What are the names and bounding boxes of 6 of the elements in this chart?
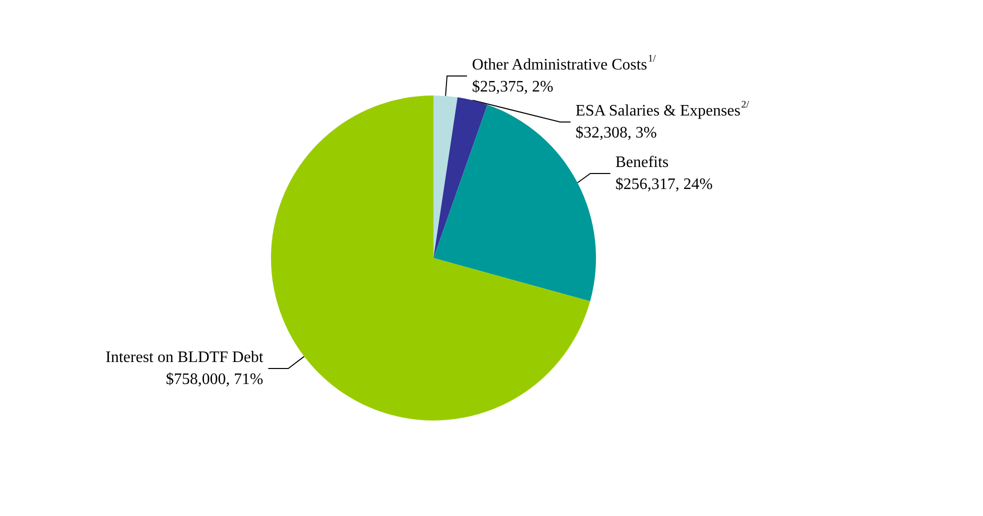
data-label: $25,375, 2% [472, 78, 554, 96]
slice-label: Benefits [615, 154, 669, 171]
data-label: $32,308, 3% [576, 124, 657, 142]
slice-label: Interest on BLDTF Debt [106, 349, 264, 366]
data-label: $256,317, 24% [615, 176, 713, 193]
data-label: $758,000, 71% [166, 371, 264, 388]
